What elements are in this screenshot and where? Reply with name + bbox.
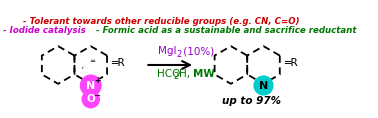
Circle shape [82,91,99,108]
Text: −: − [93,91,100,100]
Text: - Tolerant towards other reducible groups (e.g. CN, C=O): - Tolerant towards other reducible group… [23,17,300,26]
Text: ═R: ═R [284,58,297,68]
Text: 2: 2 [176,50,181,59]
Text: ═R: ═R [111,58,125,68]
Text: - Formic acid as a sustainable and sacrifice reductant: - Formic acid as a sustainable and sacri… [96,26,356,35]
Text: HCO: HCO [156,69,180,79]
Text: ╌: ╌ [81,65,87,70]
Text: ═: ═ [90,58,94,64]
Text: 2: 2 [174,72,179,81]
Text: +: + [94,76,101,85]
Circle shape [254,76,273,95]
Text: O: O [86,94,95,104]
Text: up to 97%: up to 97% [222,96,281,106]
Text: MgI: MgI [158,46,177,56]
Text: N: N [86,80,95,91]
Text: N: N [259,80,268,91]
Text: (10%): (10%) [180,46,215,56]
Circle shape [81,75,101,96]
Text: - Iodide catalysis: - Iodide catalysis [3,26,85,35]
Text: MW: MW [193,69,215,79]
Text: H,: H, [179,69,193,79]
